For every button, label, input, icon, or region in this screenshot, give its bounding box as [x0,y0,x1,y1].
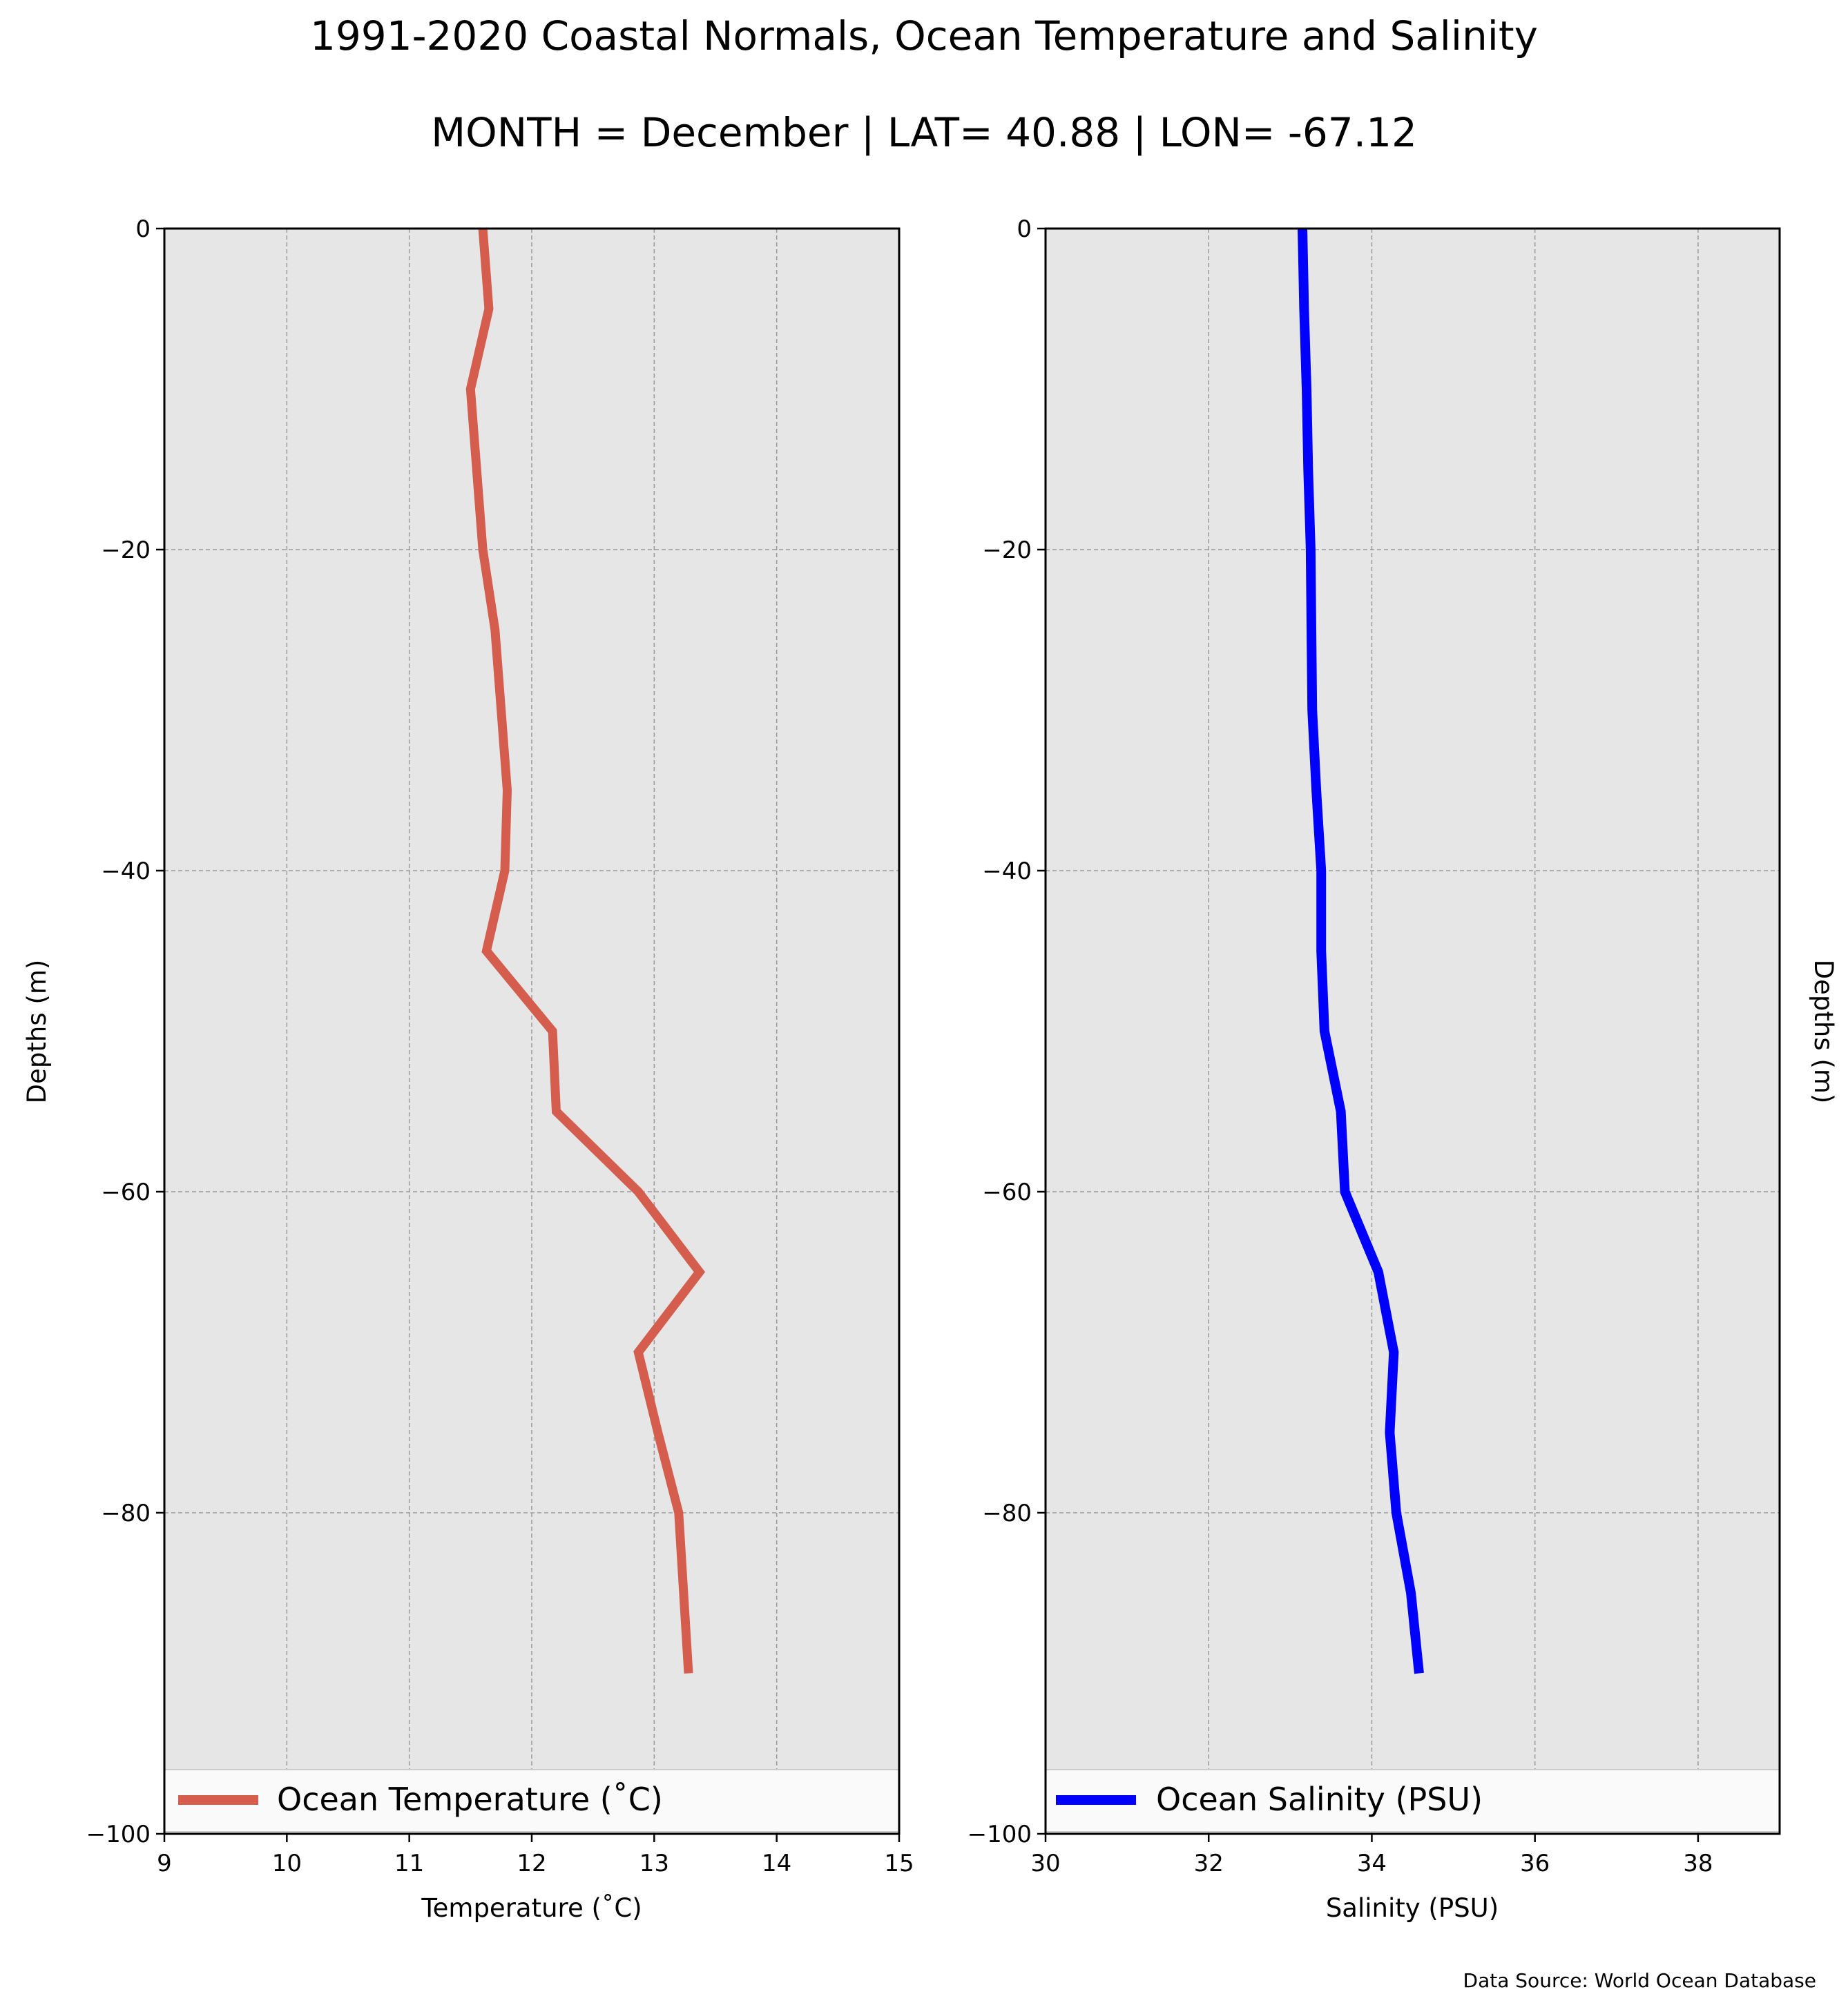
temperature-x-tick-label: 14 [762,1850,791,1877]
temperature-y-tick-label: −40 [101,858,151,885]
salinity-y-tick-label: 0 [1017,215,1032,243]
temperature-legend-label: Ocean Temperature (˚C) [277,1781,663,1818]
salinity-legend-label: Ocean Salinity (PSU) [1156,1781,1483,1818]
temperature-x-ticks: 9 10 11 12 13 14 15 [157,1834,914,1877]
salinity-x-tick-label: 34 [1357,1850,1387,1877]
salinity-y-tick-label: −80 [982,1500,1032,1527]
salinity-y-axis-label: Depths (m) [1809,960,1838,1104]
temperature-grid [164,229,899,1834]
salinity-line-layer [1298,228,1424,1674]
temperature-legend: Ocean Temperature (˚C) [164,1769,900,1832]
salinity-grid [1046,229,1780,1834]
temperature-panel: Ocean Temperature (˚C) 9 10 11 12 13 14 15 0 −2… [22,215,914,1923]
salinity-plot-area [1046,229,1780,1834]
salinity-y-ticks: 0 −20 −40 −60 −80 −100 [968,215,1046,1848]
salinity-x-ticks: 30 32 34 36 38 [1030,1834,1713,1877]
salinity-y-tick-label: −40 [982,858,1032,885]
temperature-series-line [465,228,706,1674]
temperature-line-layer [465,228,706,1674]
temperature-x-tick-label: 11 [394,1850,424,1877]
temperature-y-tick-label: −60 [101,1179,151,1206]
temperature-y-ticks: 0 −20 −40 −60 −80 −100 [86,215,164,1848]
temperature-y-tick-label: −20 [101,536,151,564]
temperature-y-tick-label: −100 [86,1821,151,1848]
temperature-x-tick-label: 12 [517,1850,546,1877]
data-source-note: Data Source: World Ocean Database [1463,1969,1816,1992]
salinity-series-line [1298,228,1424,1674]
temperature-x-tick-label: 9 [157,1850,172,1877]
salinity-legend: Ocean Salinity (PSU) [1045,1769,1780,1832]
salinity-y-tick-label: −60 [982,1179,1032,1206]
salinity-x-tick-label: 36 [1520,1850,1550,1877]
temperature-x-tick-label: 15 [884,1850,914,1877]
salinity-x-axis-label: Salinity (PSU) [1326,1893,1499,1923]
temperature-x-tick-label: 13 [639,1850,669,1877]
figure-subtitle: MONTH = December | LAT= 40.88 | LON= -67… [431,109,1417,156]
salinity-x-tick-label: 32 [1194,1850,1224,1877]
temperature-x-axis-label: Temperature (˚C) [421,1893,642,1923]
temperature-y-tick-label: −80 [101,1500,151,1527]
figure-title: 1991-2020 Coastal Normals, Ocean Tempera… [310,12,1538,59]
temperature-y-tick-label: 0 [135,215,151,243]
salinity-y-tick-label: −100 [968,1821,1032,1848]
temperature-y-axis-label: Depths (m) [22,960,52,1104]
salinity-frame [1044,227,1781,1835]
salinity-y-tick-label: −20 [982,536,1032,564]
salinity-x-tick-label: 38 [1683,1850,1713,1877]
salinity-legend-box [1045,1769,1780,1832]
salinity-panel: Ocean Salinity (PSU) 30 32 34 36 38 0 −20 −40 −… [968,215,1838,1923]
salinity-x-tick-label: 30 [1030,1850,1060,1877]
temperature-x-tick-label: 10 [272,1850,302,1877]
